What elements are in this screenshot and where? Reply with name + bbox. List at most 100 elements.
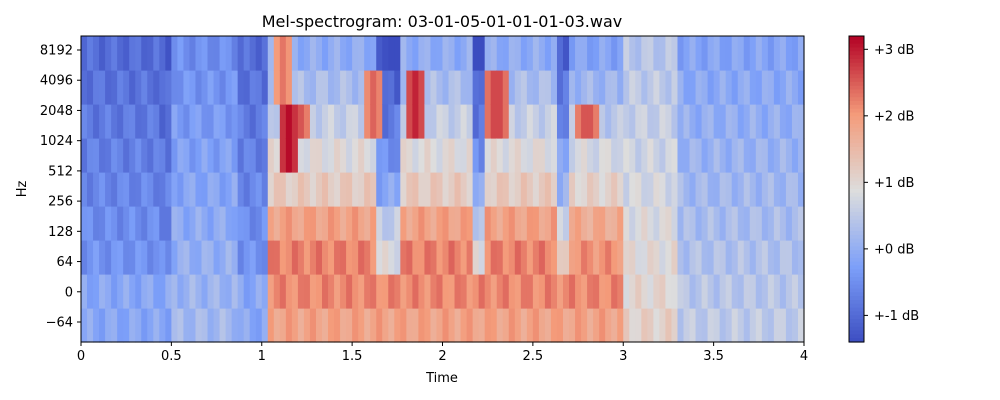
heatmap-cell bbox=[370, 104, 377, 139]
heatmap-cell bbox=[593, 274, 600, 309]
heatmap-cell bbox=[105, 138, 112, 173]
heatmap-cell bbox=[538, 206, 546, 241]
heatmap-cell bbox=[677, 308, 685, 343]
heatmap-cell bbox=[243, 172, 251, 207]
heatmap-cell bbox=[388, 308, 395, 343]
heatmap-cell bbox=[611, 274, 618, 309]
heatmap-cell bbox=[303, 240, 311, 275]
heatmap-cell bbox=[563, 104, 570, 139]
heatmap-cell bbox=[605, 240, 612, 275]
heatmap-cell bbox=[231, 70, 239, 105]
y-tick-label: −64 bbox=[46, 316, 73, 331]
heatmap-cell bbox=[448, 138, 456, 173]
heatmap-cell bbox=[791, 172, 799, 207]
heatmap-cell bbox=[382, 274, 389, 309]
heatmap-cell bbox=[695, 172, 703, 207]
heatmap-cell bbox=[87, 206, 94, 241]
heatmap-cell bbox=[695, 36, 703, 71]
heatmap-cell bbox=[237, 36, 245, 71]
heatmap-cell bbox=[309, 104, 317, 139]
heatmap-cell bbox=[231, 206, 239, 241]
heatmap-cell bbox=[514, 36, 522, 71]
heatmap-cell bbox=[309, 70, 317, 105]
heatmap-cell bbox=[328, 70, 335, 105]
heatmap-cell bbox=[297, 36, 305, 71]
heatmap-cell bbox=[418, 104, 426, 139]
heatmap-cell bbox=[683, 240, 691, 275]
heatmap-cell bbox=[394, 104, 401, 139]
chart-title: Mel-spectrogram: 03-01-05-01-01-01-03.wa… bbox=[262, 12, 623, 31]
heatmap-cell bbox=[532, 138, 540, 173]
heatmap-cell bbox=[243, 274, 251, 309]
heatmap-cell bbox=[159, 138, 166, 173]
heatmap-cell bbox=[773, 206, 781, 241]
heatmap-cell bbox=[117, 172, 124, 207]
heatmap-cell bbox=[177, 274, 185, 309]
heatmap-cell bbox=[285, 70, 293, 105]
heatmap-cell bbox=[117, 206, 124, 241]
heatmap-cell bbox=[659, 138, 667, 173]
heatmap-cell bbox=[599, 138, 606, 173]
heatmap-cell bbox=[291, 70, 299, 105]
heatmap-cell bbox=[309, 274, 317, 309]
heatmap-cell bbox=[581, 206, 588, 241]
heatmap-cell bbox=[707, 70, 715, 105]
heatmap-cell bbox=[635, 104, 642, 139]
heatmap-cell bbox=[285, 240, 293, 275]
heatmap-cell bbox=[424, 308, 432, 343]
heatmap-cell bbox=[442, 240, 450, 275]
heatmap-cell bbox=[647, 308, 654, 343]
colorbar-step bbox=[849, 246, 864, 251]
heatmap-cell bbox=[478, 308, 486, 343]
heatmap-cell bbox=[358, 172, 365, 207]
heatmap-cell bbox=[544, 36, 552, 71]
heatmap-cell bbox=[683, 36, 691, 71]
heatmap-cell bbox=[285, 138, 293, 173]
heatmap-cell bbox=[490, 104, 498, 139]
colorbar-step bbox=[849, 123, 864, 129]
heatmap-cell bbox=[87, 104, 94, 139]
heatmap-cell bbox=[358, 138, 365, 173]
heatmap-cell bbox=[677, 240, 685, 275]
heatmap-cell bbox=[141, 104, 148, 139]
heatmap-cell bbox=[761, 206, 769, 241]
heatmap-cell bbox=[340, 274, 347, 309]
heatmap-cell bbox=[526, 104, 534, 139]
heatmap-cell bbox=[599, 274, 606, 309]
heatmap-cell bbox=[340, 206, 347, 241]
heatmap-cell bbox=[171, 70, 179, 105]
heatmap-cell bbox=[267, 104, 275, 139]
heatmap-cell bbox=[267, 172, 275, 207]
heatmap-cell bbox=[526, 138, 534, 173]
heatmap-cell bbox=[719, 308, 727, 343]
heatmap-cell bbox=[442, 206, 450, 241]
colorbar-tick-label: +2 dB bbox=[874, 109, 914, 124]
heatmap-cell bbox=[279, 172, 287, 207]
heatmap-cell bbox=[201, 138, 209, 173]
heatmap-cell bbox=[370, 70, 377, 105]
heatmap-cell bbox=[454, 138, 462, 173]
heatmap-cell bbox=[496, 138, 504, 173]
heatmap-cell bbox=[478, 36, 486, 71]
heatmap-cell bbox=[358, 308, 365, 343]
heatmap-cell bbox=[556, 240, 564, 275]
heatmap-cell bbox=[219, 36, 227, 71]
heatmap-cell bbox=[665, 308, 673, 343]
heatmap-cell bbox=[773, 36, 781, 71]
heatmap-cell bbox=[773, 172, 781, 207]
heatmap-cell bbox=[496, 240, 504, 275]
heatmap-cell bbox=[147, 138, 154, 173]
heatmap-cell bbox=[538, 308, 546, 343]
heatmap-cell bbox=[575, 70, 582, 105]
heatmap-cell bbox=[117, 274, 124, 309]
heatmap-cell bbox=[671, 240, 679, 275]
heatmap-cell bbox=[617, 206, 624, 241]
heatmap-cell bbox=[141, 206, 148, 241]
colorbar-step bbox=[849, 158, 864, 163]
heatmap-cell bbox=[575, 206, 582, 241]
heatmap-cell bbox=[153, 308, 160, 343]
heatmap-cell bbox=[400, 36, 407, 71]
colorbar-step bbox=[849, 292, 864, 297]
heatmap-cell bbox=[147, 36, 154, 71]
heatmap-cell bbox=[213, 308, 221, 343]
